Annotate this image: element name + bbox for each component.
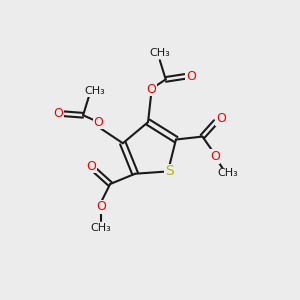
Text: CH₃: CH₃	[90, 223, 111, 232]
Text: S: S	[165, 164, 174, 178]
Text: O: O	[210, 150, 220, 163]
Text: O: O	[146, 82, 156, 96]
Text: O: O	[94, 116, 103, 128]
Text: O: O	[86, 160, 96, 173]
Text: O: O	[216, 112, 226, 125]
Text: O: O	[96, 200, 106, 214]
Text: CH₃: CH₃	[84, 86, 105, 96]
Text: O: O	[53, 107, 63, 120]
Text: O: O	[186, 70, 196, 83]
Text: CH₃: CH₃	[149, 49, 170, 58]
Text: CH₃: CH₃	[217, 168, 238, 178]
